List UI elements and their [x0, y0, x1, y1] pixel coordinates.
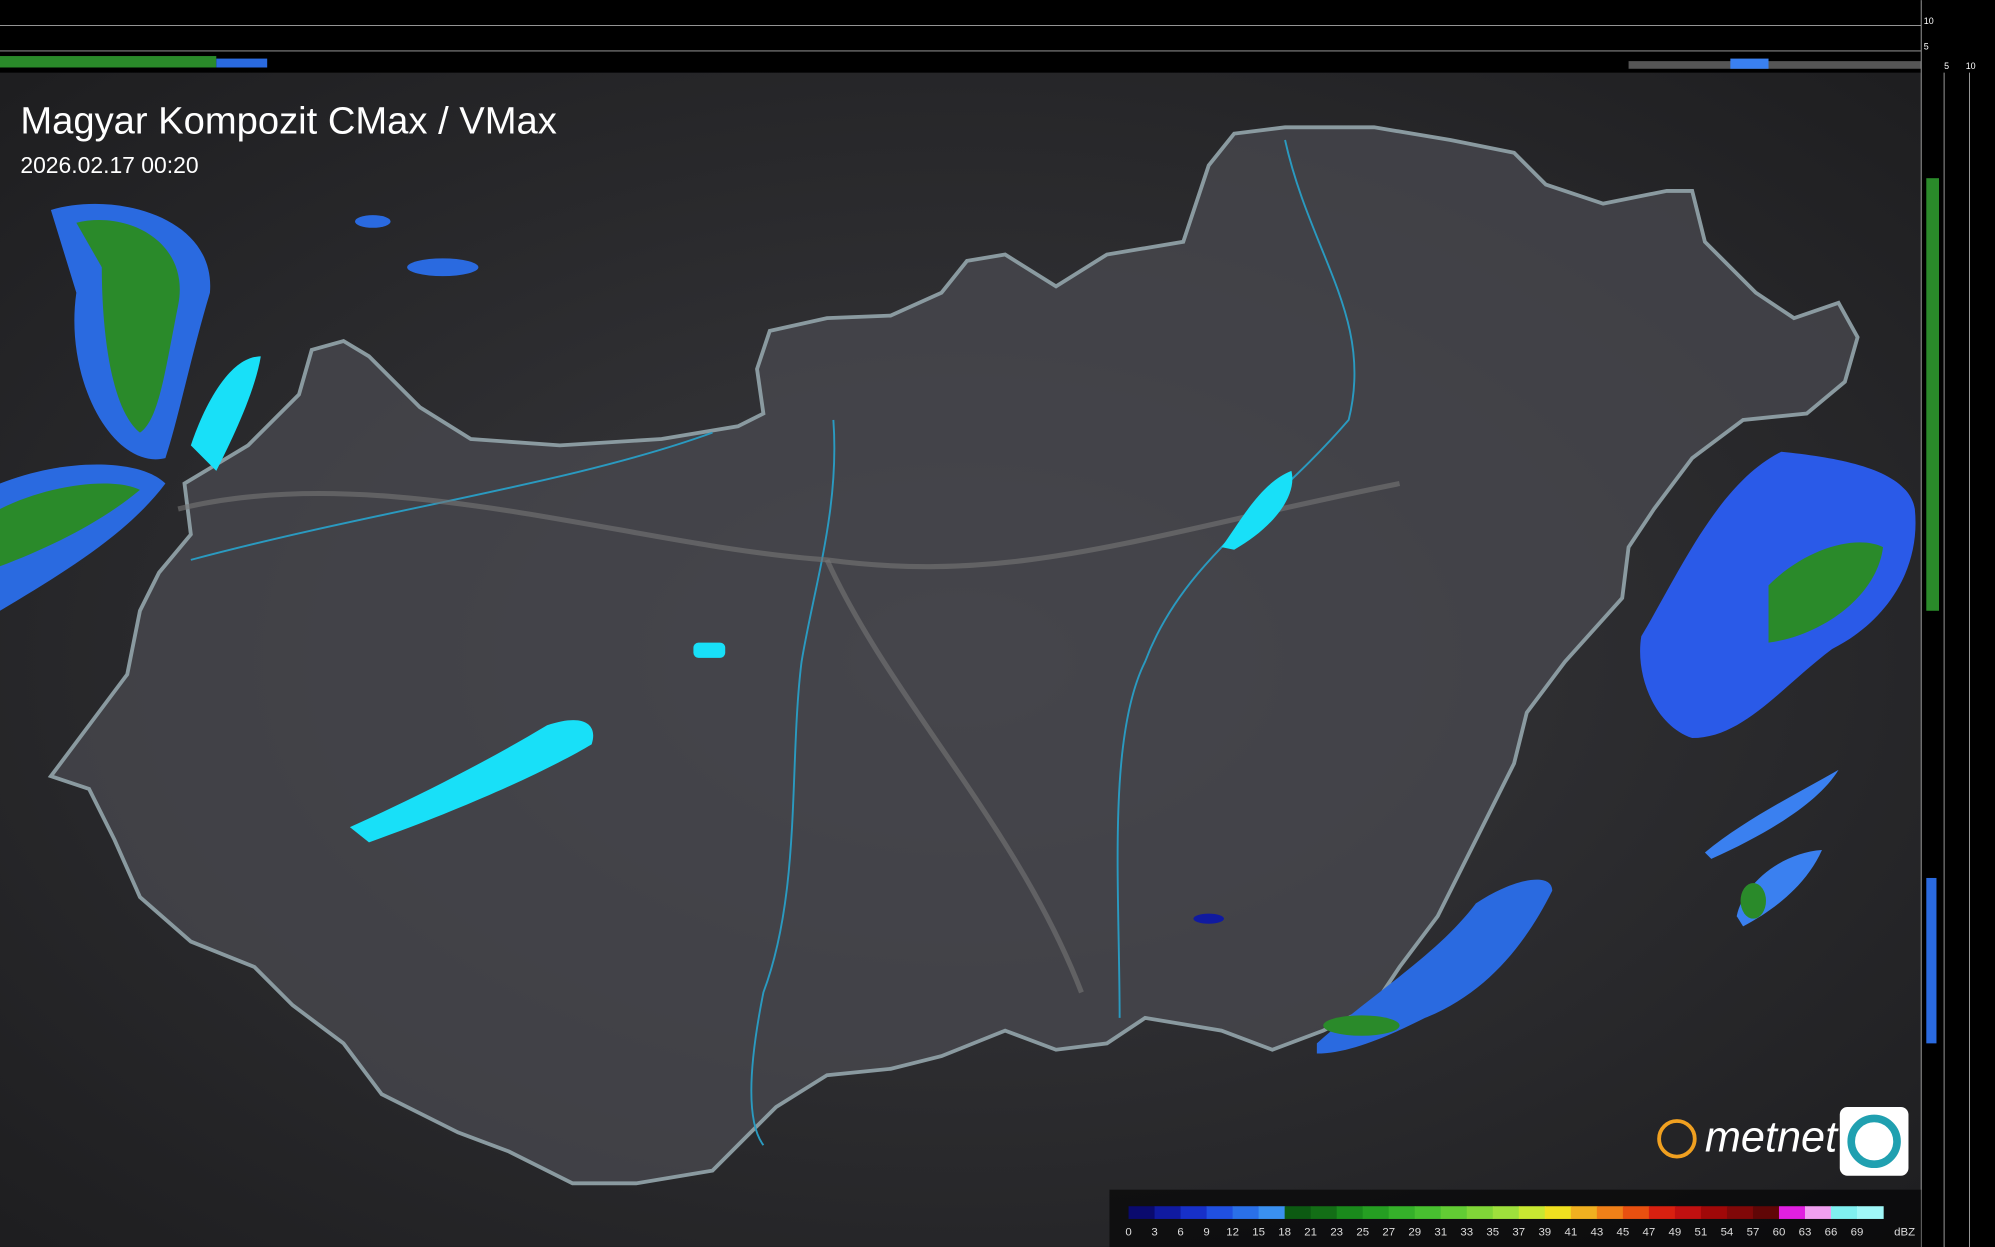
legend-label: 6 — [1177, 1226, 1183, 1238]
logo-text: metnet — [1705, 1114, 1839, 1162]
legend-swatch — [1674, 1206, 1702, 1219]
road — [177, 481, 1401, 570]
legend-unit: dBZ — [1894, 1226, 1915, 1238]
legend-label: 35 — [1486, 1226, 1499, 1238]
legend-label: 33 — [1460, 1226, 1473, 1238]
legend-label: 49 — [1669, 1226, 1682, 1238]
radar-echo — [1768, 542, 1884, 643]
legend-swatch — [1831, 1206, 1858, 1219]
profile-echo — [216, 58, 268, 68]
legend-label: 12 — [1226, 1226, 1239, 1238]
legend-swatch — [1414, 1206, 1442, 1219]
legend-swatch — [1648, 1206, 1676, 1219]
legend-label: 3 — [1151, 1226, 1157, 1238]
legend-label: 9 — [1203, 1226, 1209, 1238]
river — [750, 419, 836, 1146]
legend-label: 39 — [1538, 1226, 1551, 1238]
legend-label: 23 — [1330, 1226, 1343, 1238]
country-outline — [47, 125, 1860, 1186]
radar-echo — [1704, 769, 1839, 859]
legend-swatch — [1258, 1206, 1286, 1219]
legend-label: 18 — [1278, 1226, 1291, 1238]
legend-swatch — [1518, 1206, 1546, 1219]
legend-label: 21 — [1304, 1226, 1317, 1238]
lake — [1221, 470, 1293, 550]
legend-label: 69 — [1851, 1226, 1864, 1238]
legend-label: 37 — [1512, 1226, 1525, 1238]
profile-echo — [1926, 178, 1940, 611]
lake — [693, 642, 726, 658]
legend-swatch — [1362, 1206, 1390, 1219]
side-tick: 5 — [1944, 61, 1949, 71]
radar-echo — [1316, 879, 1553, 1054]
legend-label: 66 — [1825, 1226, 1838, 1238]
profile-echo — [1730, 58, 1769, 69]
side-tick: 10 — [1966, 61, 1976, 71]
legend-label: 0 — [1125, 1226, 1131, 1238]
legend-label: 15 — [1252, 1226, 1265, 1238]
legend-label: 47 — [1643, 1226, 1656, 1238]
legend-label: 31 — [1434, 1226, 1447, 1238]
legend-label: 25 — [1356, 1226, 1369, 1238]
legend-swatch — [1726, 1206, 1754, 1219]
side-tick: 5 — [1924, 42, 1929, 52]
radar-echo — [0, 483, 140, 567]
radar-echo — [407, 258, 479, 277]
radar-echo — [1740, 883, 1766, 919]
legend-swatch — [1596, 1206, 1624, 1219]
legend-swatch — [1284, 1206, 1312, 1219]
logo-sun — [1657, 1119, 1697, 1159]
legend-swatch — [1206, 1206, 1234, 1219]
legend-label: 43 — [1590, 1226, 1603, 1238]
radar-echo — [1193, 913, 1224, 924]
legend-label: 63 — [1799, 1226, 1812, 1238]
lake — [349, 720, 594, 843]
river — [1116, 139, 1356, 1018]
legend-swatch — [1752, 1206, 1780, 1219]
profile-echo — [1926, 877, 1937, 1044]
legend-swatch — [1180, 1206, 1208, 1219]
legend-swatch — [1857, 1206, 1884, 1219]
road — [824, 558, 1084, 994]
legend-swatch — [1388, 1206, 1416, 1219]
radar-echo — [190, 356, 261, 471]
profile-echo — [1628, 61, 1922, 69]
legend-label: 29 — [1408, 1226, 1421, 1238]
legend-swatch — [1128, 1206, 1156, 1219]
top-profile — [0, 0, 1995, 73]
logo-swirl — [1847, 1114, 1901, 1169]
legend-label: 54 — [1721, 1226, 1734, 1238]
legend-label: 27 — [1382, 1226, 1395, 1238]
legend-swatch — [1310, 1206, 1338, 1219]
legend-swatch — [1804, 1206, 1832, 1219]
legend: 0 3 6 9 12 15 18 21 23 25 27 29 31 33 35 37 39 41 43 45 47 49… — [1125, 1206, 1915, 1238]
legend-swatch — [1232, 1206, 1260, 1219]
legend-swatch — [1622, 1206, 1650, 1219]
legend-swatch — [1544, 1206, 1572, 1219]
map-title: Magyar Kompozit CMax / VMax — [20, 100, 556, 143]
legend-label: 57 — [1747, 1226, 1760, 1238]
legend-swatch — [1336, 1206, 1364, 1219]
legend-swatch — [1778, 1206, 1806, 1219]
legend-label: 60 — [1773, 1226, 1786, 1238]
side-tick: 10 — [1924, 16, 1934, 26]
profile-echo — [0, 56, 217, 68]
legend-swatch — [1466, 1206, 1494, 1219]
legend-swatch — [1700, 1206, 1728, 1219]
river — [190, 431, 713, 561]
legend-swatch — [1154, 1206, 1182, 1219]
legend-label: 45 — [1617, 1226, 1630, 1238]
legend-swatch — [1440, 1206, 1468, 1219]
radar-echo — [1323, 1015, 1400, 1036]
legend-label: 41 — [1564, 1226, 1577, 1238]
legend-swatch — [1492, 1206, 1520, 1219]
radar-echo — [354, 215, 391, 228]
timestamp: 2026.02.17 00:20 — [20, 152, 198, 178]
radar-echo — [76, 219, 180, 433]
legend-label: 51 — [1695, 1226, 1708, 1238]
legend-swatch — [1570, 1206, 1598, 1219]
